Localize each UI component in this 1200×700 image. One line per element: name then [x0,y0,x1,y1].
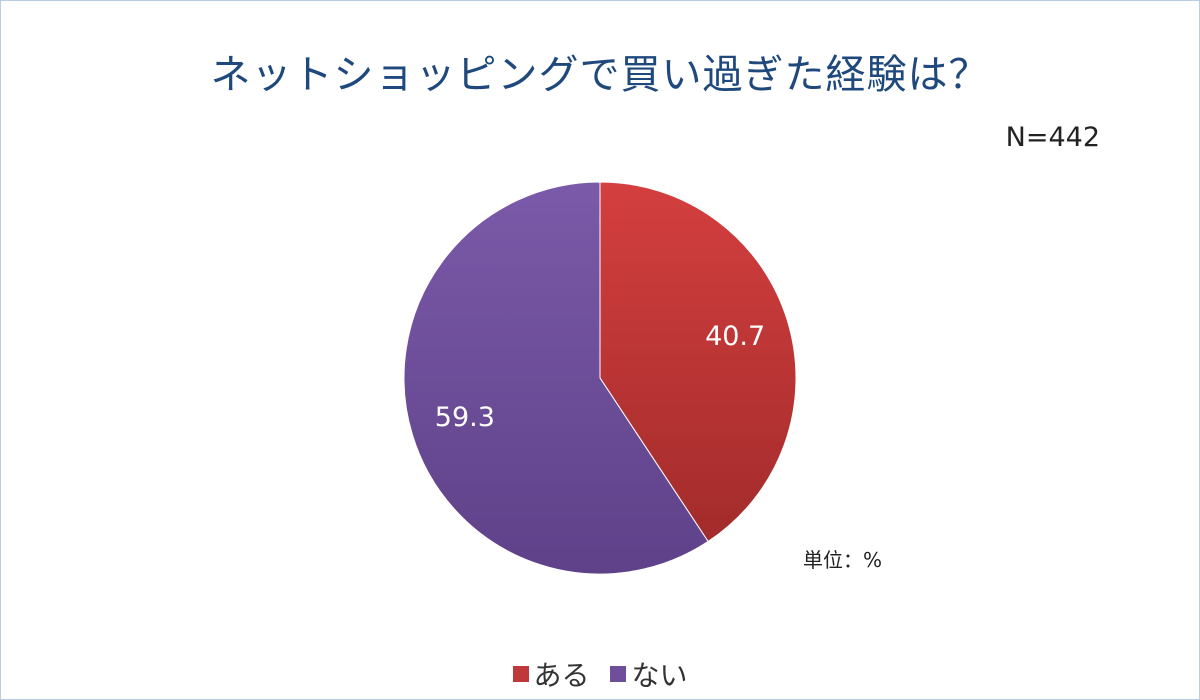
sample-size-label: N=442 [1005,122,1100,153]
legend-item-aru: ある [512,654,590,694]
legend-swatch-aru [512,666,529,682]
data-label-nai: 59.3 [435,402,495,433]
legend-item-nai: ない [610,654,687,694]
legend-label-nai: ない [631,659,688,692]
chart-title: ネットショッピングで買い過ぎた経験は？ [210,52,990,98]
legend: ある ない [0,654,1200,694]
legend-label-aru: ある [533,659,590,692]
slice-nai [403,181,709,575]
data-label-aru: 40.7 [705,321,765,352]
unit-label: 単位：% [803,548,883,572]
legend-swatch-nai [610,666,627,682]
